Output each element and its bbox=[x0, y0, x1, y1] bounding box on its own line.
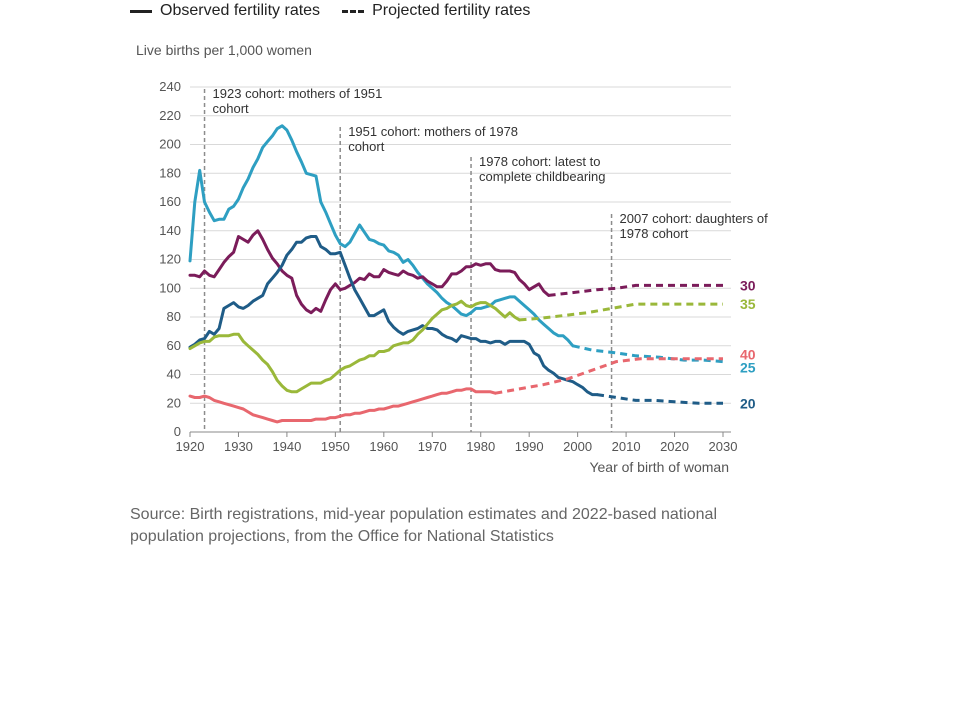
y-tick-label: 60 bbox=[167, 338, 181, 353]
y-tick-label: 20 bbox=[167, 395, 181, 410]
series-line-observed-40 bbox=[188, 387, 497, 424]
gridlines bbox=[190, 86, 731, 433]
series-line-projected-35 bbox=[519, 302, 723, 322]
annotation-text: 1951 cohort: mothers of 1978 bbox=[348, 124, 518, 139]
series-end-label-40: 40 bbox=[740, 347, 756, 363]
series-end-label-20: 20 bbox=[740, 395, 756, 411]
y-tick-label: 120 bbox=[159, 252, 181, 267]
legend-label-observed: Observed fertility rates bbox=[160, 2, 321, 19]
x-tick-label: 1920 bbox=[176, 439, 205, 454]
series-line-projected-20 bbox=[596, 393, 723, 405]
annotation-text: 1923 cohort: mothers of 1951 bbox=[213, 86, 383, 101]
y-tick-label: 160 bbox=[159, 194, 181, 209]
series-line-observed-25 bbox=[188, 124, 575, 348]
legend-item-projected: Projected fertility rates bbox=[342, 2, 530, 20]
legend-item-observed: Observed fertility rates bbox=[130, 2, 320, 20]
annotation-text: 1978 cohort bbox=[620, 226, 689, 241]
y-tick-label: 140 bbox=[159, 223, 181, 238]
annotation-text: 1978 cohort: latest to bbox=[479, 154, 600, 169]
annotation-text: cohort bbox=[348, 139, 385, 154]
y-tick-label: 100 bbox=[159, 280, 181, 295]
series-line-projected-25 bbox=[572, 344, 724, 364]
series-line-projected-40 bbox=[495, 357, 723, 395]
annotation-text: cohort bbox=[213, 101, 250, 116]
axes: 0 20 40 60 80 100 120 140 160 180 200 220 240 1920 193… bbox=[159, 79, 737, 475]
annotation-text: 2007 cohort: daughters of bbox=[620, 211, 769, 226]
series-end-label-35: 35 bbox=[740, 296, 756, 312]
y-tick-label: 0 bbox=[174, 424, 181, 439]
x-tick-label: 2000 bbox=[563, 439, 592, 454]
x-tick-label: 1940 bbox=[272, 439, 301, 454]
source-note: Source: Birth registrations, mid-year po… bbox=[130, 506, 717, 545]
x-axis-title: Year of birth of woman bbox=[589, 459, 729, 475]
dashed-line-swatch-icon bbox=[342, 9, 365, 13]
solid-line-swatch-icon bbox=[130, 9, 152, 13]
series-line-observed-35 bbox=[188, 299, 521, 394]
y-tick-label: 240 bbox=[159, 79, 181, 94]
x-tick-label: 1990 bbox=[515, 439, 544, 454]
legend-label-projected: Projected fertility rates bbox=[372, 2, 531, 19]
x-tick-label: 1930 bbox=[224, 439, 253, 454]
series-end-labels: 25 30 20 35 40 bbox=[740, 277, 756, 411]
y-axis-title: Live births per 1,000 women bbox=[136, 42, 312, 58]
series-end-label-30: 30 bbox=[740, 277, 756, 293]
series-end-label-25: 25 bbox=[740, 360, 756, 376]
legend: Observed fertility rates Projected ferti… bbox=[130, 2, 530, 20]
fertility-chart: 0 20 40 60 80 100 120 140 160 180 200 220 240 1920 193… bbox=[159, 79, 769, 475]
y-tick-label: 200 bbox=[159, 137, 181, 152]
y-tick-label: 80 bbox=[167, 309, 181, 324]
series-line-projected-30 bbox=[548, 283, 723, 297]
y-tick-label: 220 bbox=[159, 108, 181, 123]
x-tick-label: 2010 bbox=[612, 439, 641, 454]
series-line-observed-20 bbox=[188, 235, 599, 397]
series-lines bbox=[188, 124, 724, 424]
x-tick-label: 1950 bbox=[321, 439, 350, 454]
y-tick-label: 180 bbox=[159, 165, 181, 180]
x-tick-label: 2020 bbox=[660, 439, 689, 454]
x-tick-label: 1980 bbox=[466, 439, 495, 454]
y-tick-label: 40 bbox=[167, 367, 181, 382]
x-tick-label: 2030 bbox=[709, 439, 738, 454]
series-line-observed-30 bbox=[188, 229, 551, 315]
x-tick-label: 1960 bbox=[369, 439, 398, 454]
annotation-text: complete childbearing bbox=[479, 169, 605, 184]
x-tick-label: 1970 bbox=[418, 439, 447, 454]
